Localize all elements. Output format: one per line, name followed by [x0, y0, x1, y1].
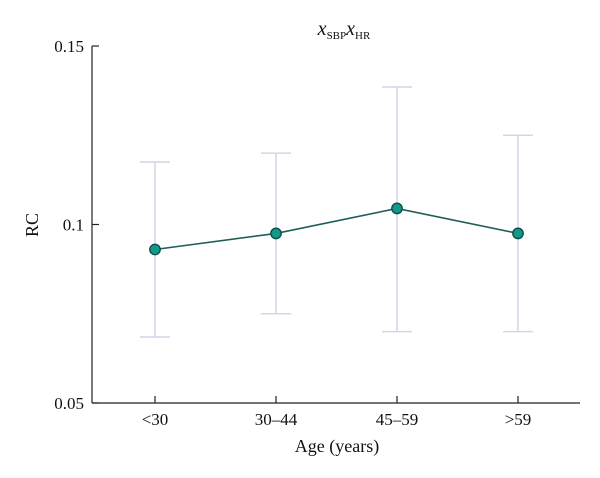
title-x-hr: x	[345, 18, 355, 40]
x-axis-label: Age (years)	[295, 436, 379, 457]
x-tick-label: 30–44	[255, 410, 298, 429]
title-sub-hr: HR	[355, 30, 371, 42]
title-x-sbp: x	[317, 18, 327, 40]
svg-text:xSBPxHR: xSBPxHR	[317, 18, 371, 42]
axes	[91, 46, 580, 404]
y-tick-label: 0.05	[54, 394, 84, 413]
y-tick-label: 0.15	[54, 37, 84, 56]
title-sub-sbp: SBP	[327, 30, 347, 42]
x-tick-label: <30	[142, 410, 169, 429]
y-axis-label: RC	[22, 213, 42, 237]
data-point	[270, 227, 282, 240]
x-tick-label: >59	[505, 410, 532, 429]
y-tick-label: 0.1	[63, 216, 84, 235]
data-point	[391, 202, 403, 215]
error-bars	[140, 86, 533, 338]
series-line	[154, 207, 519, 251]
data-point	[512, 227, 524, 240]
y-ticks: 0.05 0.1 0.15	[54, 37, 99, 413]
data-point	[149, 243, 161, 256]
markers	[149, 202, 524, 256]
x-ticks: <30 30–44 45–59 >59	[142, 396, 532, 429]
x-tick-label: 45–59	[376, 410, 419, 429]
series-line-group	[154, 207, 519, 251]
chart-title: xSBPxHR	[317, 18, 371, 42]
